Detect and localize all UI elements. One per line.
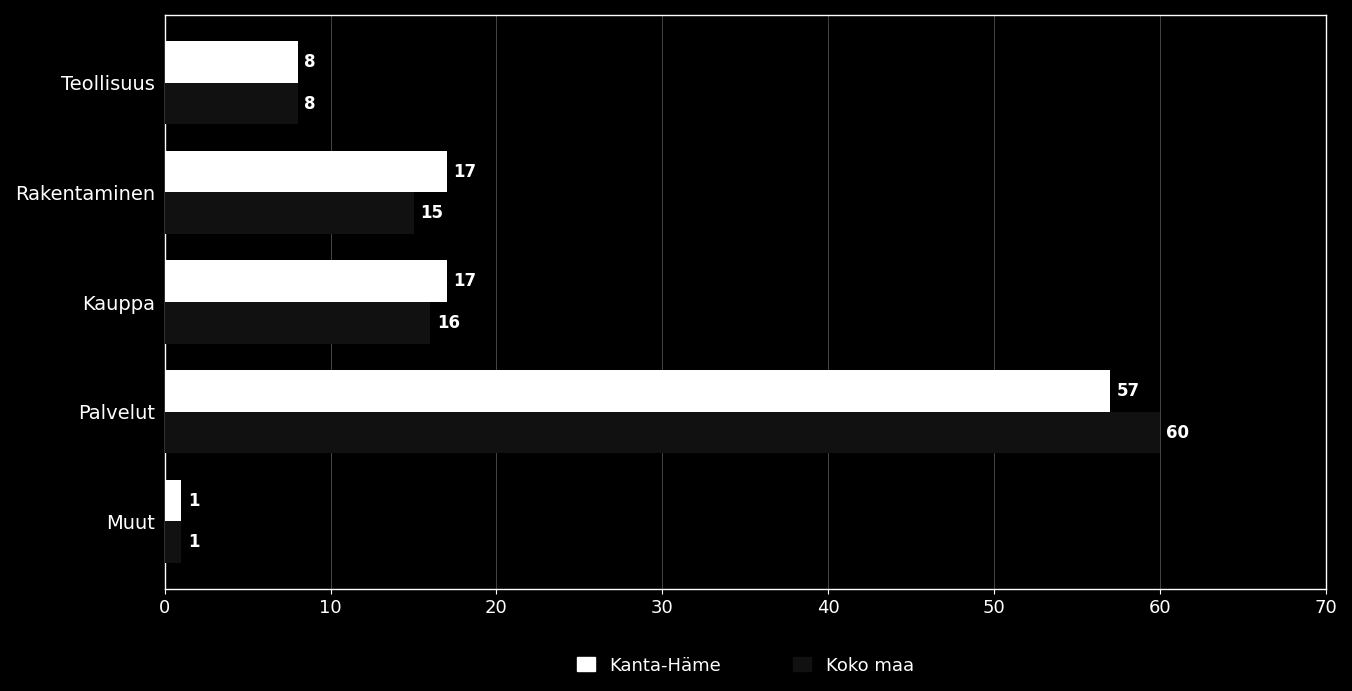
Bar bbox=[165, 480, 181, 522]
Text: 1: 1 bbox=[188, 533, 200, 551]
Legend: Kanta-Häme, Koko maa: Kanta-Häme, Koko maa bbox=[568, 647, 923, 683]
Bar bbox=[165, 370, 1110, 412]
Text: 8: 8 bbox=[304, 95, 315, 113]
Text: 60: 60 bbox=[1167, 424, 1190, 442]
Bar bbox=[165, 261, 446, 302]
Bar bbox=[165, 302, 430, 344]
Text: 8: 8 bbox=[304, 53, 315, 71]
Bar bbox=[165, 193, 414, 234]
Bar bbox=[165, 41, 297, 83]
Text: 17: 17 bbox=[453, 272, 476, 290]
Bar bbox=[165, 412, 1160, 453]
Bar bbox=[165, 522, 181, 563]
Text: 15: 15 bbox=[420, 205, 443, 223]
Text: 16: 16 bbox=[437, 314, 460, 332]
Text: 17: 17 bbox=[453, 162, 476, 180]
Bar bbox=[165, 151, 446, 193]
Bar bbox=[165, 83, 297, 124]
Text: 1: 1 bbox=[188, 491, 200, 510]
Text: 57: 57 bbox=[1117, 382, 1140, 400]
